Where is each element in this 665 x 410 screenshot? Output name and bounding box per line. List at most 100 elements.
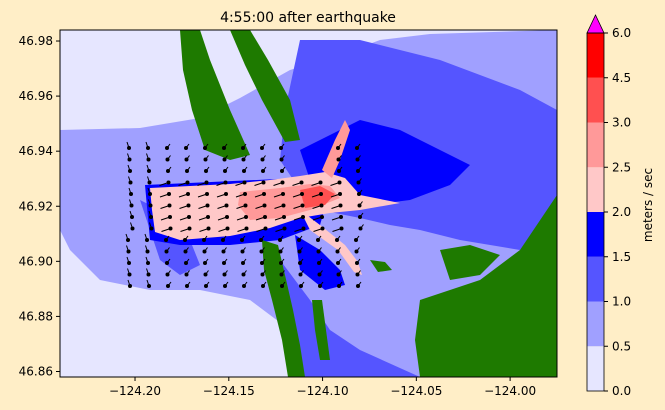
colorbar-tick-label: 3.0 xyxy=(612,116,631,130)
velocity-arrow-head xyxy=(356,284,360,288)
velocity-arrow-head xyxy=(204,169,208,173)
velocity-arrow-head xyxy=(165,261,169,265)
velocity-arrow-head xyxy=(298,272,303,277)
velocity-arrow-head xyxy=(149,226,154,231)
land-southeast-coast xyxy=(440,245,500,280)
velocity-arrow-head xyxy=(299,284,303,288)
velocity-arrow-head xyxy=(336,261,340,265)
speed-region-1.0-1.5-south xyxy=(270,260,420,377)
velocity-arrow-head xyxy=(203,157,208,162)
velocity-arrow-head xyxy=(222,261,226,265)
y-axis: 46.86 46.88 46.90 46.92 46.94 46.96 46.98 xyxy=(19,34,60,378)
land-north-ridge xyxy=(230,30,300,142)
velocity-arrow-head xyxy=(146,261,150,265)
velocity-arrow-head xyxy=(223,284,227,288)
velocity-arrow-head xyxy=(261,169,265,173)
colorbar-tick-label: 4.5 xyxy=(612,71,631,85)
velocity-arrow-head xyxy=(282,215,286,219)
velocity-arrow-head xyxy=(205,203,210,208)
velocity-arrow-head xyxy=(221,238,225,242)
velocity-arrow-head xyxy=(338,203,343,208)
velocity-arrow-head xyxy=(260,146,264,150)
velocity-arrow-head xyxy=(240,238,244,242)
x-tick-label: −124.15 xyxy=(203,384,255,398)
velocity-arrow-head xyxy=(339,226,344,231)
colorbar-segment xyxy=(587,346,604,391)
x-tick-label: −124.20 xyxy=(109,384,161,398)
velocity-arrow-head xyxy=(357,192,361,196)
velocity-arrow-head xyxy=(280,169,284,173)
velocity-arrow-head xyxy=(165,272,170,277)
velocity-arrow-head xyxy=(128,180,133,185)
velocity-arrow-head xyxy=(355,157,360,162)
x-tick-label: −124.10 xyxy=(297,384,349,398)
velocity-arrow-head xyxy=(183,238,187,242)
y-tick-label: 46.88 xyxy=(19,309,53,323)
velocity-arrow-head xyxy=(240,249,245,254)
colorbar-segment xyxy=(587,301,604,347)
velocity-arrow-head xyxy=(186,203,191,208)
velocity-arrow-head xyxy=(336,157,341,162)
velocity-arrow-head xyxy=(260,157,265,162)
velocity-arrow-head xyxy=(164,249,169,254)
velocity-arrow-head xyxy=(223,169,227,173)
velocity-arrow-head xyxy=(145,249,150,254)
velocity-arrow-head xyxy=(278,249,283,254)
velocity-arrow-head xyxy=(320,226,325,231)
velocity-arrow-head xyxy=(300,203,305,208)
velocity-arrow-head xyxy=(223,180,228,185)
y-tick-label: 46.92 xyxy=(19,199,53,213)
colorbar-tick-label: 2.5 xyxy=(612,160,631,174)
velocity-arrow-head xyxy=(282,226,287,231)
velocity-arrow-head xyxy=(128,169,132,173)
velocity-arrow-head xyxy=(184,157,189,162)
velocity-arrow-head xyxy=(355,146,359,150)
velocity-arrow-head xyxy=(337,169,341,173)
velocity-arrow-head xyxy=(300,192,304,196)
velocity-arrow-head xyxy=(244,226,249,231)
velocity-arrow-head xyxy=(168,215,172,219)
velocity-arrow-head xyxy=(319,192,323,196)
velocity-arrow-head xyxy=(165,157,170,162)
velocity-arrow-head xyxy=(165,146,169,150)
x-axis: −124.20 −124.15 −124.10 −124.05 −124.00 xyxy=(109,377,536,398)
colorbar-segment xyxy=(587,212,604,257)
velocity-arrow-head xyxy=(146,272,151,277)
velocity-arrow-head xyxy=(279,272,284,277)
velocity-arrow-head xyxy=(259,238,263,242)
velocity-arrows xyxy=(125,141,364,288)
velocity-arrow-head xyxy=(222,146,226,150)
velocity-arrow-head xyxy=(357,203,362,208)
velocity-arrow-head xyxy=(355,272,360,277)
velocity-arrow-head xyxy=(263,226,268,231)
velocity-arrow-head xyxy=(184,261,188,265)
velocity-arrow-head xyxy=(301,226,306,231)
velocity-arrow-head xyxy=(185,169,189,173)
velocity-arrow-head xyxy=(260,272,265,277)
velocity-arrow-head xyxy=(260,261,264,265)
velocity-arrow-head xyxy=(130,226,135,231)
colorbar-tick-label: 1.0 xyxy=(612,295,631,309)
velocity-arrow-head xyxy=(149,215,153,219)
colorbar: 0.0 0.5 1.0 1.5 2.0 2.5 3.0 4.5 6.0 xyxy=(586,14,631,398)
velocity-arrow-head xyxy=(336,146,340,150)
velocity-arrow-head xyxy=(184,146,188,150)
velocity-arrow-head xyxy=(280,180,285,185)
y-tick-label: 46.98 xyxy=(19,34,53,48)
velocity-arrow-head xyxy=(145,238,149,242)
velocity-arrow-head xyxy=(146,146,150,150)
velocity-arrow-head xyxy=(204,180,209,185)
colorbar-segment xyxy=(587,167,604,212)
land-south-islets xyxy=(312,300,330,360)
y-tick-label: 46.86 xyxy=(19,364,53,378)
velocity-arrow-head xyxy=(205,192,209,196)
velocity-arrow-head xyxy=(127,146,131,150)
velocity-arrow-head xyxy=(183,249,188,254)
velocity-arrow-head xyxy=(358,215,362,219)
velocity-arrow-head xyxy=(337,180,342,185)
velocity-arrow-head xyxy=(127,261,131,265)
velocity-arrow-head xyxy=(316,238,320,242)
velocity-arrow-head xyxy=(241,146,245,150)
velocity-arrow-head xyxy=(224,192,228,196)
